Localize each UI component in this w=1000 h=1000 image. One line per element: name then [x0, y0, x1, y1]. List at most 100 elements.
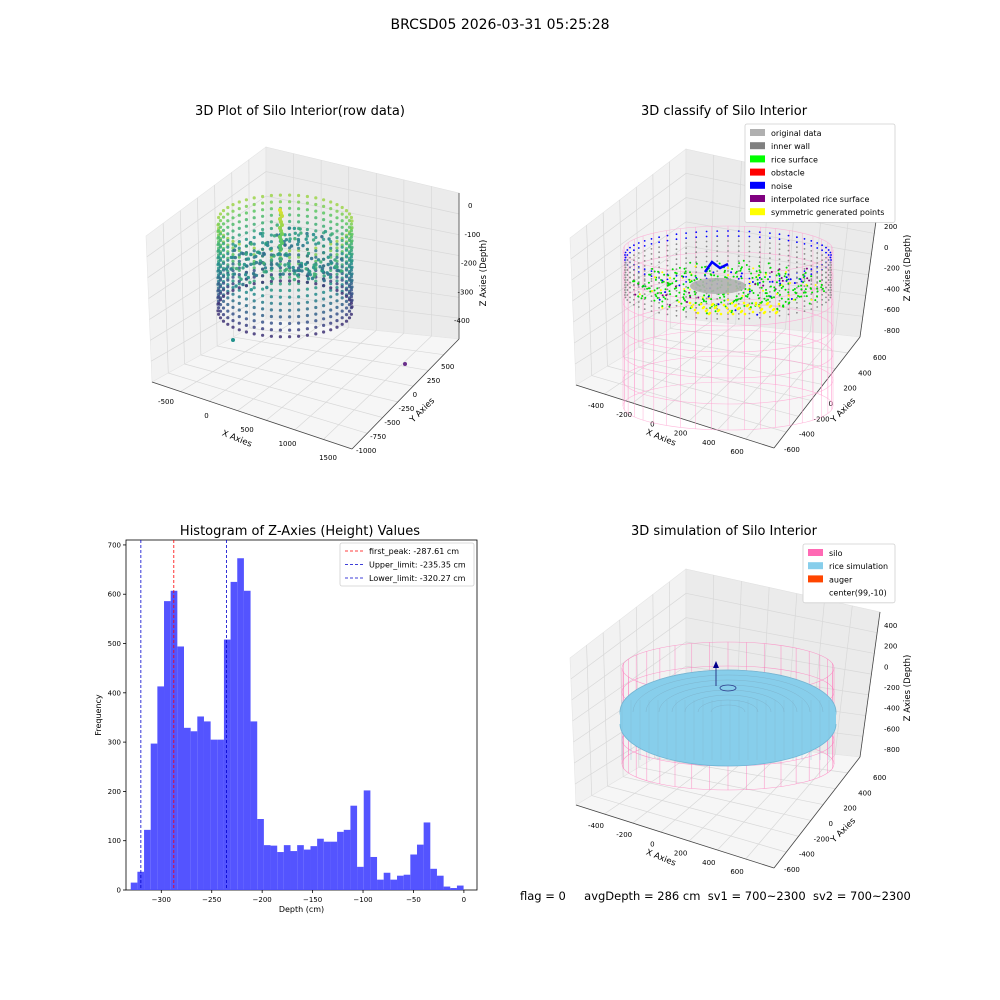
data-point [252, 229, 256, 233]
data-point [764, 292, 767, 295]
x-axis-label: Depth (cm) [279, 905, 324, 914]
data-point [633, 249, 635, 252]
grid-line [200, 354, 398, 403]
data-point [334, 264, 338, 268]
data-point [350, 252, 354, 256]
x-tick-label: 1000 [279, 440, 297, 448]
legend-swatch [750, 181, 765, 189]
data-point [769, 316, 771, 318]
data-point [297, 220, 301, 224]
data-point [757, 304, 761, 308]
data-point [773, 296, 775, 299]
data-point [727, 255, 729, 257]
data-point [780, 287, 783, 289]
data-point [723, 299, 726, 302]
data-point [261, 287, 265, 291]
data-point [781, 279, 784, 282]
data-point [774, 311, 778, 315]
histogram-bar [164, 601, 171, 890]
data-point [697, 296, 700, 299]
histogram-bar [416, 844, 424, 890]
data-point [821, 269, 823, 272]
histogram-bar [290, 851, 298, 890]
data-point [252, 312, 256, 316]
data-point [751, 310, 755, 314]
histogram-bar [397, 875, 404, 890]
data-point [288, 213, 292, 217]
data-point [723, 295, 726, 298]
data-point [762, 284, 765, 287]
data-point [633, 298, 635, 301]
histogram-bar [303, 849, 311, 890]
data-point [231, 305, 235, 309]
data-point [737, 245, 740, 248]
y-tick-label: 700 [108, 541, 121, 549]
data-point [701, 296, 704, 299]
data-point [736, 275, 739, 278]
data-point [740, 277, 743, 280]
data-point [269, 273, 273, 277]
data-point [787, 259, 790, 262]
data-point [666, 269, 669, 272]
data-point [350, 305, 354, 309]
data-point [816, 287, 819, 290]
data-point [261, 234, 265, 238]
data-point [716, 255, 719, 257]
data-point [278, 279, 282, 283]
data-point [830, 284, 832, 286]
data-point [313, 267, 317, 271]
data-point [349, 281, 353, 286]
data-point [252, 286, 256, 290]
data-point [297, 248, 301, 253]
data-point [760, 286, 763, 289]
data-point [231, 282, 235, 286]
data-point [217, 306, 221, 310]
x-tick-label: 0 [650, 420, 654, 428]
data-point [821, 254, 823, 257]
data-point [217, 288, 221, 292]
data-point [218, 258, 223, 262]
data-point [705, 250, 708, 253]
status-line: flag = 0 avgDepth = 286 cm sv1 = 700~230… [520, 889, 911, 903]
panel4-title: 3D simulation of Silo Interior [631, 524, 817, 539]
data-point [306, 251, 311, 256]
data-point [675, 268, 678, 271]
panel3-title: Histogram of Z-Axies (Height) Values [179, 524, 421, 539]
data-point [624, 264, 626, 266]
data-point [329, 220, 333, 224]
data-point [299, 231, 303, 235]
data-point [349, 301, 353, 305]
data-point [258, 259, 263, 263]
data-point [804, 271, 807, 274]
data-point [748, 292, 751, 295]
data-point [314, 196, 318, 200]
data-point [748, 235, 751, 238]
data-point [218, 291, 223, 295]
data-point [218, 278, 223, 282]
x-tick-label: -400 [588, 822, 604, 830]
data-point [231, 242, 235, 246]
data-point [297, 301, 301, 305]
data-point [675, 304, 678, 307]
data-point [689, 271, 691, 274]
data-point [626, 299, 629, 301]
data-point [335, 239, 339, 243]
data-point [237, 200, 241, 204]
data-point [288, 328, 292, 332]
z-tick-label: -200 [884, 265, 900, 273]
data-point [244, 204, 248, 208]
data-point [280, 232, 284, 236]
data-point [637, 252, 640, 254]
data-point [329, 288, 333, 292]
grid-line [249, 327, 444, 356]
data-point [644, 296, 647, 299]
figure-title: BRCSD05 2026-03-31 05:25:28 [390, 17, 610, 33]
data-point [748, 297, 751, 300]
legend-label: rice surface [771, 155, 818, 164]
data-point [329, 249, 333, 253]
data-point [270, 266, 274, 270]
data-point [796, 311, 798, 314]
outlier-point [231, 338, 235, 342]
data-point [254, 254, 258, 259]
data-point [231, 229, 235, 233]
